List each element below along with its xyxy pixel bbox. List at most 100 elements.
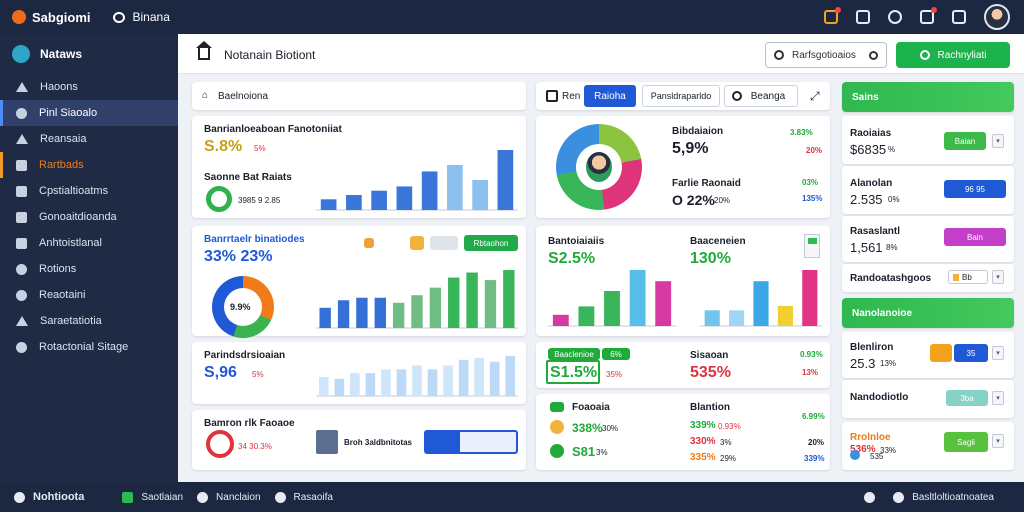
row-color-swatch	[930, 344, 952, 362]
main-header: Notanain Biotiont Rarfsgotioaios Rachnyl…	[178, 34, 1024, 74]
progress-input[interactable]	[424, 430, 518, 454]
stat-delta: 6.99%	[802, 412, 825, 421]
panel-row-2: Nandodiotlo 3ba ▾	[842, 380, 1014, 418]
sidebar-item-label: Rartbads	[39, 159, 84, 171]
grid-icon[interactable]	[952, 10, 966, 24]
search-clear-icon[interactable]	[869, 51, 878, 60]
tab-4[interactable]: Beanga	[724, 85, 798, 107]
row-action-button[interactable]: Bain	[944, 228, 1006, 246]
chart-bar	[552, 314, 569, 326]
chevron-down-icon[interactable]: ▾	[992, 434, 1004, 448]
sidebar-header[interactable]: Nataws	[0, 34, 178, 74]
chevron-down-icon[interactable]: ▾	[992, 270, 1004, 284]
home-icon[interactable]	[196, 41, 212, 60]
card-title: Bantoiaiaiis	[548, 236, 605, 247]
card-field-label: Broh 3aldbnitotas	[344, 438, 413, 447]
home-icon	[16, 82, 28, 92]
sidebar-item-home[interactable]: Haoons	[0, 74, 178, 100]
help-icon[interactable]	[888, 10, 902, 24]
chevron-down-icon[interactable]: ▾	[992, 134, 1004, 148]
card-toggle[interactable]	[804, 234, 820, 258]
sidebar-item-label: Reansaia	[40, 133, 87, 145]
card-title: Sisaoan	[690, 350, 729, 361]
distribution-card: Banrrtaelr binatiodes 33% 23% Rbtaohon 9…	[192, 226, 526, 338]
card-title: Baaceneien	[690, 236, 746, 247]
sidebar-item-analytics[interactable]: Anhtoistlanal	[0, 230, 178, 256]
row-value: 1,561	[850, 240, 883, 255]
sidebar-item-settings[interactable]: Reaotaini	[0, 282, 178, 308]
bottom-item-rasaoifa[interactable]: Rasaoifa	[274, 491, 333, 503]
row-action-button[interactable]: 35	[954, 344, 988, 362]
stat-label: Farlie Raonaid	[672, 178, 741, 189]
filter-bar[interactable]: ⌂ Baelnoiona	[192, 82, 526, 110]
sidebar-item-label: Cpstialtioatms	[39, 185, 109, 197]
row-value: 25.3	[850, 356, 876, 371]
stat-delta: 0.93%	[800, 350, 823, 359]
chart-bar	[334, 378, 345, 396]
primary-action-button[interactable]: Rachnyliati	[896, 42, 1010, 68]
bottom-item-label: Nanclaion	[216, 491, 261, 503]
sidebar-item-reports[interactable]: Rartbads	[0, 152, 178, 178]
logo-icon	[12, 10, 26, 24]
chart-bar	[381, 369, 391, 396]
chart-bar	[412, 365, 422, 396]
top-chat-link[interactable]: Binana	[112, 10, 170, 24]
user-avatar[interactable]	[984, 4, 1010, 30]
stat-value: O 22%	[672, 192, 715, 208]
card-sub-value: 3985 9 2.85	[238, 196, 281, 205]
stat-delta: 13%	[802, 368, 819, 377]
row-select[interactable]	[948, 270, 988, 284]
bottom-item-label: Saotlaian	[141, 491, 184, 503]
sidebar-item-storage[interactable]: Rotactonial Sitage	[0, 334, 178, 360]
bottom-right-label: Basltloltioatnoatea	[912, 491, 994, 503]
card-value-delta: 35%	[606, 370, 623, 379]
app-logo[interactable]: Sabgiomi	[12, 10, 91, 25]
sidebar-item-active[interactable]: Pinl Siaoalo	[0, 100, 178, 126]
sidebar-item-users[interactable]: Reansaia	[0, 126, 178, 152]
filter-chip-icon[interactable]	[364, 238, 374, 248]
sidebar-item-conditions[interactable]: Gonoaitdioanda	[0, 204, 178, 230]
bottom-item-nanclaion[interactable]: Nanclaion	[197, 491, 261, 503]
filter-chip-gray[interactable]	[430, 236, 458, 250]
tab-3[interactable]: Pansldraparldo	[642, 85, 720, 107]
report-icon	[16, 159, 27, 171]
chart-bar	[753, 281, 769, 326]
chat-icon	[112, 11, 125, 23]
app-name: Sabgiomi	[32, 9, 91, 25]
view-icon[interactable]	[546, 90, 558, 102]
tab-active[interactable]: Raioha	[584, 85, 636, 107]
row-action-button[interactable]: 3ba	[946, 390, 988, 406]
bar-chart-2	[316, 270, 518, 329]
panel-title: Nanolanoioe	[852, 308, 913, 319]
row-value: 2.535	[850, 192, 883, 207]
expand-icon[interactable]: ⤢	[810, 89, 820, 103]
card-title: Parindsdrsioaian	[204, 350, 286, 361]
bottom-item-notifications[interactable]: Nohtioota	[14, 491, 84, 503]
settings-icon[interactable]	[864, 491, 876, 503]
notification-icon[interactable]	[824, 7, 841, 24]
sidebar-item-statistics[interactable]: Cpstialtioatms	[0, 178, 178, 204]
sidebar-item-tools[interactable]: Saraetatiotia	[0, 308, 178, 334]
list-icon	[16, 237, 27, 249]
chevron-down-icon[interactable]: ▾	[992, 391, 1004, 405]
row-action-button[interactable]: 96 95	[944, 180, 1006, 198]
chevron-down-icon[interactable]: ▾	[992, 346, 1004, 360]
search-input[interactable]: Rarfsgotioaios	[765, 42, 887, 68]
card-subtitle: Saonne Bat Raiats	[204, 172, 292, 183]
user-icon[interactable]	[893, 491, 905, 503]
card-title: Banrrtaelr binatiodes	[204, 234, 305, 245]
sidebar-item-label: Haoons	[40, 81, 78, 93]
panel-title: Sains	[852, 92, 879, 103]
row-action-button[interactable]: Baian	[944, 132, 986, 150]
list-value: 335%	[690, 452, 716, 463]
card-action-button[interactable]: Rbtaohon	[464, 235, 518, 251]
view-tabs: Ren Raioha Pansldraparldo Beanga ⤢	[536, 82, 830, 110]
message-icon[interactable]	[920, 7, 937, 24]
sidebar-item-rotions[interactable]: Rotions	[0, 256, 178, 282]
tab-1[interactable]: Ren	[562, 91, 581, 102]
row-action-button[interactable]: Sagli	[944, 432, 988, 452]
calendar-icon[interactable]	[856, 10, 870, 24]
card-value-delta: 5%	[252, 370, 264, 379]
filter-chip[interactable]	[410, 236, 424, 250]
bottom-item-status[interactable]: Saotlaian	[122, 491, 184, 503]
